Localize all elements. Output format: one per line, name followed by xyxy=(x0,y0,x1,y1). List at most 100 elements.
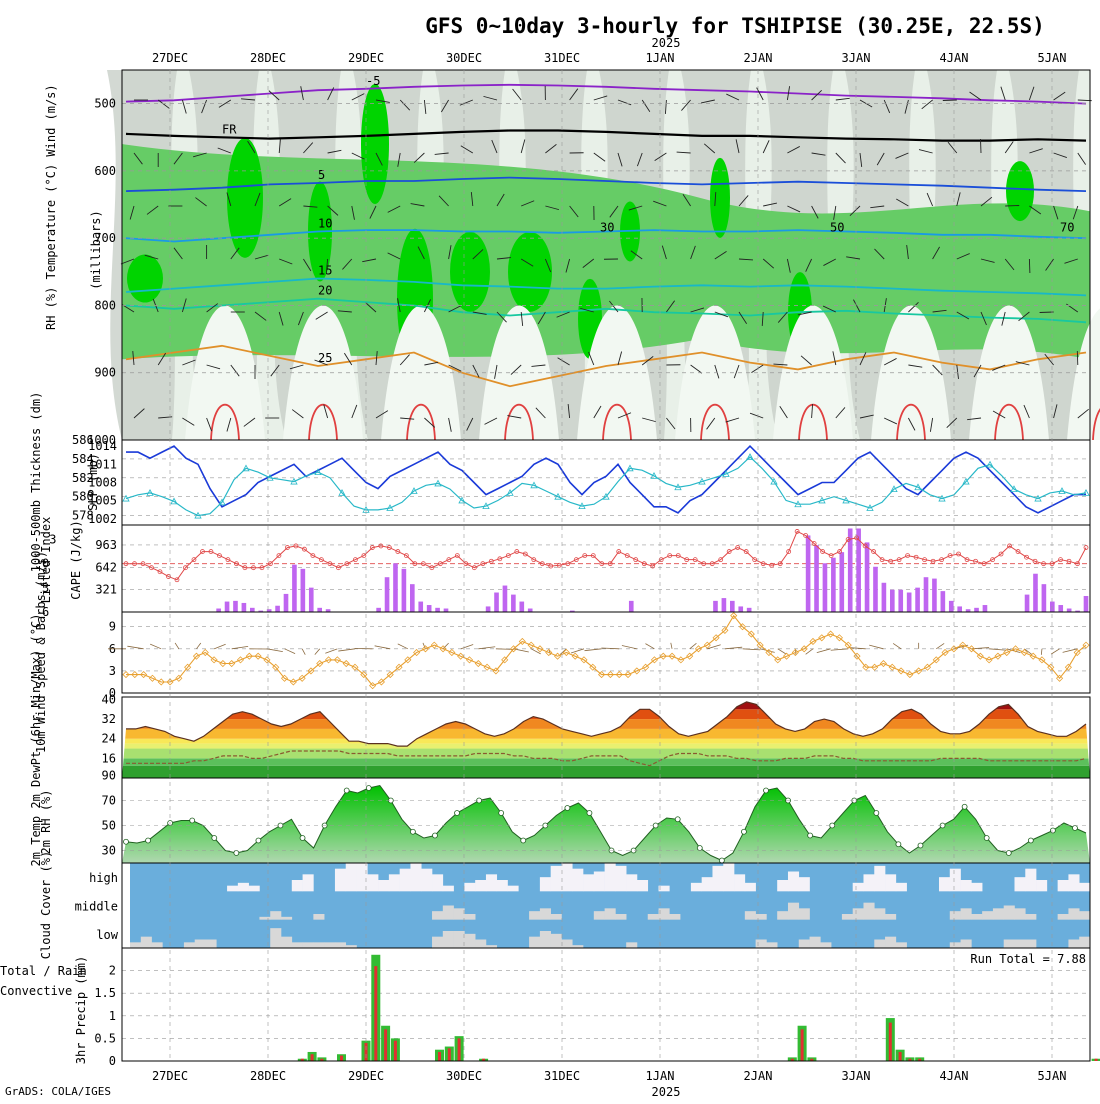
cloud-cell xyxy=(820,942,831,948)
cloud-cell xyxy=(259,917,270,920)
wind10m-barb xyxy=(645,644,654,649)
isotherm-label--5: -5 xyxy=(366,74,380,88)
temp-band xyxy=(122,739,1090,744)
cloud-cell xyxy=(540,931,551,948)
cape-bar xyxy=(402,569,407,612)
temp-ytick-16: 16 xyxy=(102,751,116,765)
cloud-cell xyxy=(842,914,853,920)
cloud-cell xyxy=(971,914,982,920)
cloud-cell xyxy=(961,880,972,891)
cloud-cell xyxy=(292,942,303,948)
rh2m-marker xyxy=(697,846,702,851)
wind10m-barb xyxy=(285,649,296,654)
cloud-cell xyxy=(464,914,475,920)
temp-band xyxy=(122,697,1090,709)
cape-bar xyxy=(385,577,390,612)
rh-high-blob xyxy=(127,255,163,303)
cloud-cell xyxy=(313,942,324,948)
cape-bar xyxy=(722,598,727,612)
rh2m-marker xyxy=(764,788,769,793)
cape-bar xyxy=(629,601,634,612)
cloud-cell xyxy=(141,937,152,948)
cloud-cell xyxy=(475,880,486,891)
temp-ytick-90: 90 xyxy=(102,769,116,783)
bottom-xtick-31DEC: 31DEC xyxy=(544,1069,580,1083)
cloud-cell xyxy=(227,886,238,892)
cloud-cell xyxy=(238,883,249,892)
cloud-cell xyxy=(756,940,767,949)
cloud-cell xyxy=(605,908,616,919)
rh2m-marker xyxy=(587,811,592,816)
cloud-cell xyxy=(605,863,616,891)
cloud-cell xyxy=(335,869,346,892)
temp-ytick-40: 40 xyxy=(102,692,116,706)
cape-bar xyxy=(873,567,878,612)
wind10m-barb xyxy=(778,649,786,654)
bottom-xtick-5JAN: 5JAN xyxy=(1038,1069,1067,1083)
cloud-cell xyxy=(993,908,1004,919)
cloud-cell xyxy=(745,911,756,920)
cloud-cell xyxy=(540,877,551,891)
cloud-cell xyxy=(1025,869,1036,892)
cloud-cell xyxy=(1079,883,1090,892)
cape-bar xyxy=(376,608,381,612)
cloud-cell xyxy=(777,911,788,920)
cloud-cell xyxy=(475,940,486,949)
wind-ytick-3: 3 xyxy=(109,664,116,678)
cloud-cell xyxy=(626,942,637,948)
cloud-cell xyxy=(874,940,885,949)
cloud-cell xyxy=(961,908,972,919)
panel-frame-precip xyxy=(122,948,1090,1061)
cloud-cell xyxy=(443,906,454,920)
rh2m-marker xyxy=(565,806,570,811)
cloud-cell xyxy=(756,914,767,920)
isotherm-label-FR: FR xyxy=(222,122,237,136)
wind10m-barb xyxy=(831,649,848,650)
cloud-cell xyxy=(874,866,885,892)
cloud-cell xyxy=(313,914,324,920)
precip-conv-bar xyxy=(311,1054,314,1061)
cloud-cell xyxy=(863,903,874,920)
wind10m-barb xyxy=(325,649,337,653)
slp-ytick-1014: 1014 xyxy=(88,439,117,453)
cloud-cell xyxy=(400,869,411,892)
cloud-cell xyxy=(853,908,864,919)
cloud-cell xyxy=(691,883,702,892)
cape-bar xyxy=(1084,596,1089,612)
wind10m-barb xyxy=(478,647,495,649)
cloud-cell xyxy=(723,863,734,891)
cloud-cell xyxy=(551,866,562,892)
cloud-cell xyxy=(206,940,217,949)
rh2m-marker xyxy=(212,836,217,841)
top-xtick-29DEC: 29DEC xyxy=(348,51,384,65)
cloud-cell xyxy=(486,874,497,891)
precip-ytick-0.5: 0.5 xyxy=(94,1031,116,1045)
cloud-cell xyxy=(529,937,540,948)
cloud-cell xyxy=(1036,880,1047,891)
cloud-cell xyxy=(712,866,723,892)
cloud-cell xyxy=(1079,911,1090,920)
cloud-cell xyxy=(572,869,583,892)
cloud-cell xyxy=(885,914,896,920)
bottom-xtick-2JAN: 2JAN xyxy=(744,1069,773,1083)
cloud-cell xyxy=(799,940,810,949)
cape-bar xyxy=(983,605,988,612)
cape-bar xyxy=(292,565,297,612)
isotherm-label-15: 15 xyxy=(318,264,332,278)
cape-bar xyxy=(427,605,432,612)
cloud-cell xyxy=(950,869,961,892)
cape-bar xyxy=(216,609,221,612)
top-xtick-30DEC: 30DEC xyxy=(446,51,482,65)
rh-ytick-70: 70 xyxy=(102,794,116,808)
cape-bar xyxy=(317,608,322,612)
precip-conv-bar xyxy=(899,1052,902,1061)
cape-bar xyxy=(957,606,962,612)
precip-run-total: Run Total = 7.88 xyxy=(970,952,1086,966)
cloud-cell xyxy=(648,914,659,920)
cape-bar xyxy=(898,590,903,612)
rh2m-marker xyxy=(830,823,835,828)
cape-bar xyxy=(1025,595,1030,612)
wind10m-barb xyxy=(150,644,161,649)
cloud-cell xyxy=(389,874,400,891)
cape-bar xyxy=(486,606,491,612)
